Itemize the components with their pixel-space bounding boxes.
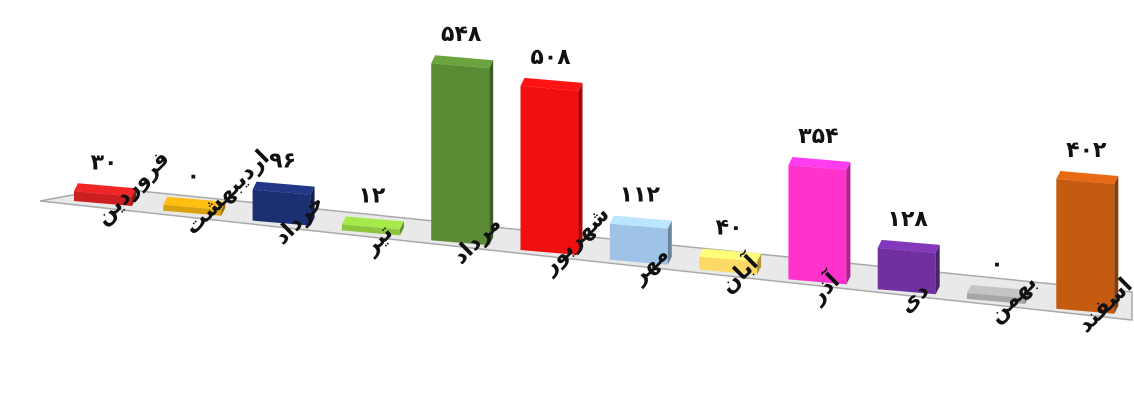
bar-side (1025, 290, 1029, 304)
value-label: ۰ (187, 164, 200, 189)
bar-side (132, 188, 136, 206)
bar-side (757, 253, 762, 275)
bar-front (967, 293, 1025, 304)
bar-side (846, 162, 851, 285)
bar-top (699, 248, 762, 262)
bar-top (609, 215, 672, 229)
bar-side (667, 220, 672, 265)
value-label: ۱۲ (358, 183, 385, 208)
bar-top (431, 55, 494, 69)
bar-side (399, 221, 404, 236)
bar-side (935, 244, 940, 295)
bar-front (877, 247, 936, 295)
bar-top (252, 181, 315, 195)
bar-top (163, 196, 226, 210)
bar-front (163, 204, 222, 216)
bar-side (578, 82, 583, 255)
value-label: ۵۴۸ (441, 22, 482, 47)
bar-side (221, 201, 226, 216)
bar-top (877, 239, 940, 253)
bar-front (74, 191, 132, 206)
value-label: ۳۰ (91, 150, 118, 175)
bar-front (431, 63, 490, 246)
value-label: ۳۵۴ (798, 124, 838, 149)
bar-side (310, 186, 315, 226)
bar-top (520, 77, 583, 91)
bar-top (74, 183, 136, 197)
bar-side (489, 60, 494, 246)
bar-front (1056, 178, 1115, 314)
bar-top (788, 157, 851, 171)
bar-front (252, 189, 311, 226)
value-label: ۱۲۸ (888, 207, 929, 232)
bar-side (1114, 175, 1119, 314)
value-label: ۱۱۲ (620, 183, 661, 208)
bar-front (699, 256, 758, 275)
bar-top (341, 216, 404, 230)
value-label: ۵۰۸ (530, 45, 571, 70)
value-label: ۹۶ (269, 149, 296, 174)
bar-front (609, 223, 668, 265)
bar-top (967, 285, 1029, 298)
bar-front (788, 165, 847, 285)
value-label: ۰ (990, 252, 1003, 277)
bar-top (1056, 170, 1119, 184)
value-label: ۴۰۲ (1066, 138, 1107, 163)
value-label: ۴۰ (716, 216, 743, 241)
bar-front (341, 224, 400, 236)
bar-front (520, 85, 579, 255)
